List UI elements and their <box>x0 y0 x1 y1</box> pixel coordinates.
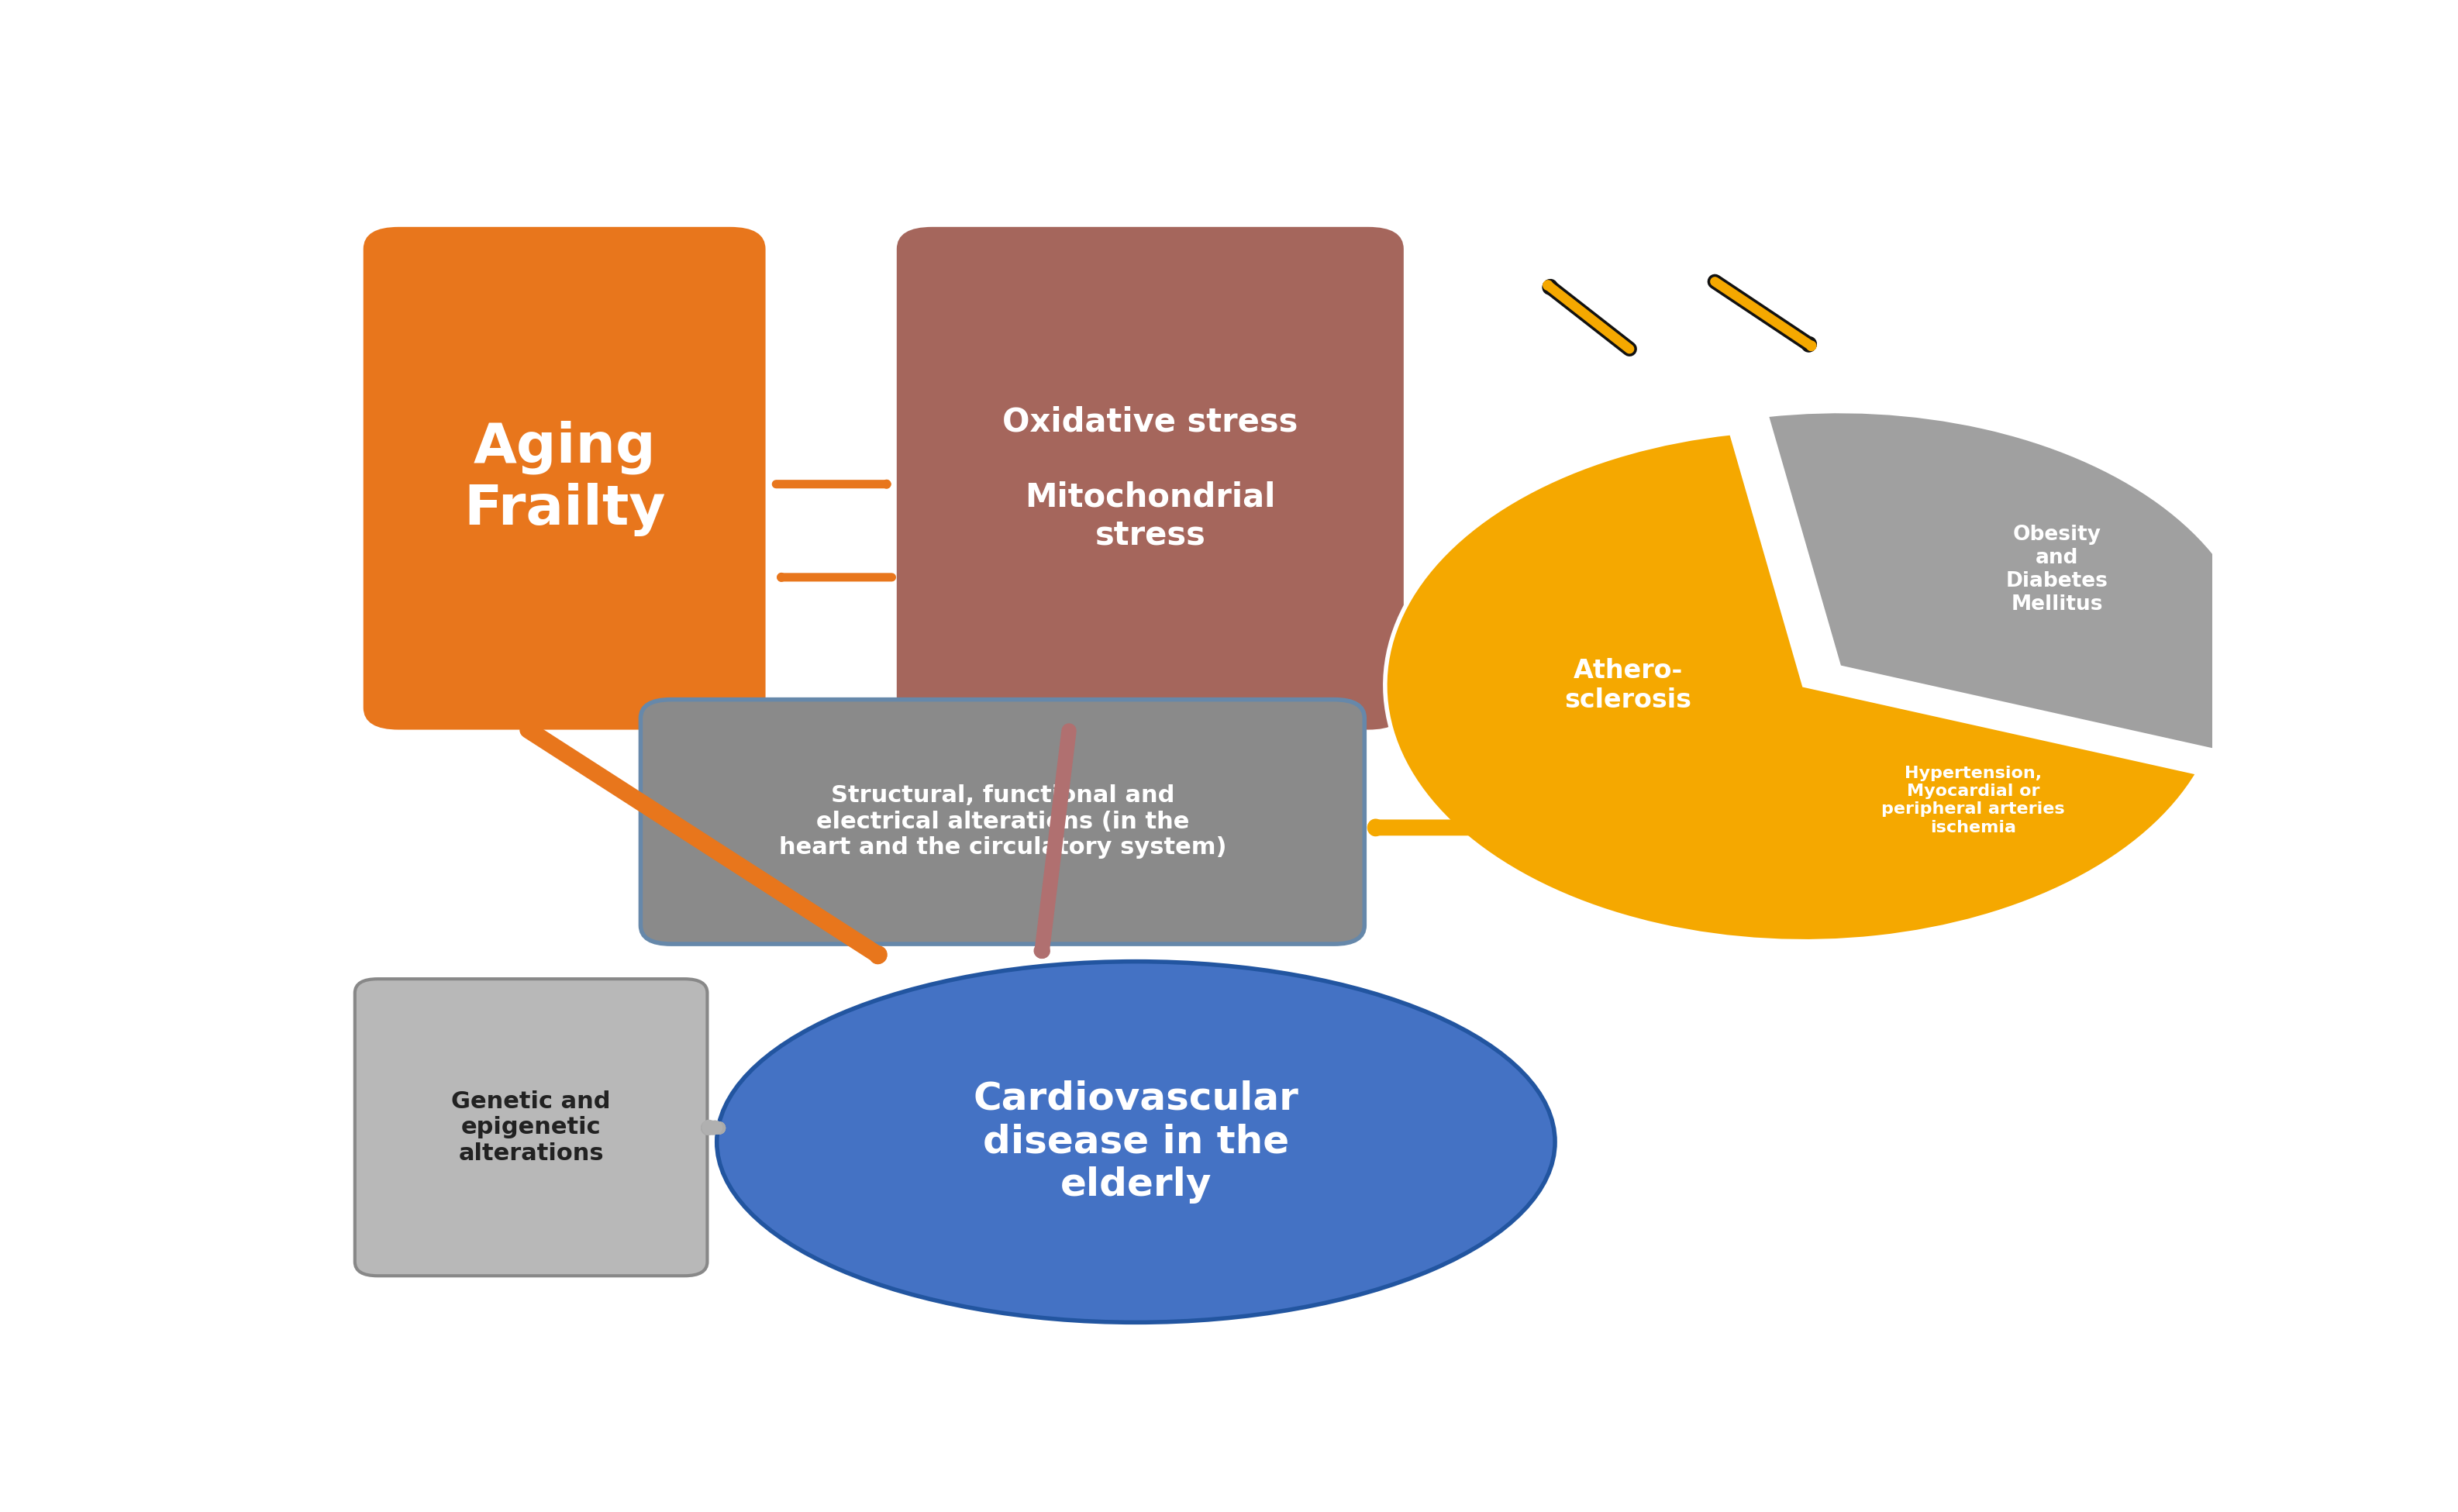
Text: Athero-
sclerosis: Athero- sclerosis <box>1566 658 1691 712</box>
Text: Cardiovascular
disease in the
elderly: Cardiovascular disease in the elderly <box>973 1080 1298 1204</box>
FancyBboxPatch shape <box>354 978 708 1276</box>
FancyBboxPatch shape <box>642 700 1364 943</box>
Text: Oxidative stress

Mitochondrial
stress: Oxidative stress Mitochondrial stress <box>1003 405 1298 550</box>
FancyBboxPatch shape <box>897 228 1404 729</box>
Text: Aging
Frailty: Aging Frailty <box>465 420 666 537</box>
Text: Genetic and
epigenetic
alterations: Genetic and epigenetic alterations <box>452 1090 610 1164</box>
Text: Structural, functional and
electrical alterations (in the
heart and the circulat: Structural, functional and electrical al… <box>779 785 1227 859</box>
Wedge shape <box>1767 411 2259 754</box>
Wedge shape <box>1767 411 2259 754</box>
Text: Obesity
and
Diabetes
Mellitus: Obesity and Diabetes Mellitus <box>2006 525 2109 615</box>
FancyBboxPatch shape <box>364 228 764 729</box>
Wedge shape <box>1386 432 2197 942</box>
Ellipse shape <box>718 962 1556 1323</box>
Text: Hypertension,
Myocardial or
peripheral arteries
ischemia: Hypertension, Myocardial or peripheral a… <box>1880 765 2065 835</box>
